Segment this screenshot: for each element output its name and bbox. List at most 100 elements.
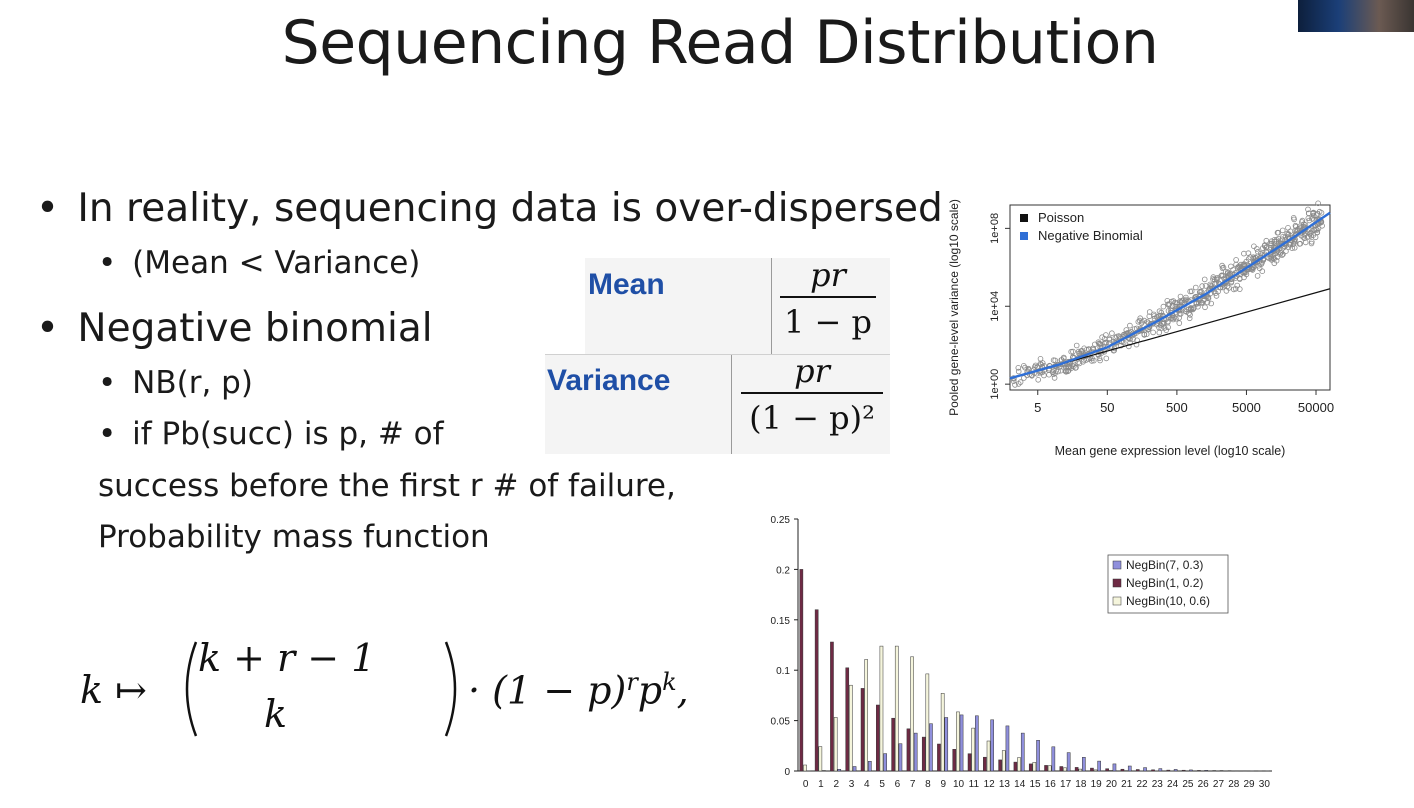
bar [986, 740, 991, 772]
bar [1082, 757, 1086, 772]
bar [940, 693, 945, 772]
gene-point [1058, 357, 1065, 363]
gene-point [1311, 226, 1317, 233]
bar [1105, 768, 1109, 772]
x-tick-label: 500 [1166, 400, 1188, 415]
bar [1063, 767, 1067, 772]
x-tick-label: 26 [1198, 779, 1210, 790]
y-tick-label: 0.25 [771, 515, 791, 526]
bullet-text: NB(r, p) [132, 365, 253, 401]
gene-point [1031, 364, 1038, 370]
bar [876, 704, 880, 772]
gene-point [1228, 279, 1235, 286]
gene-point [1177, 293, 1184, 300]
gene-point [1015, 365, 1022, 371]
mean-variance-table: Mean Variance pr 1 − p pr (1 − p)² [545, 256, 890, 454]
legend-box [1107, 554, 1229, 614]
bar [1005, 725, 1010, 772]
bar [1028, 763, 1033, 772]
bar [868, 761, 872, 772]
bar [925, 673, 930, 772]
x-tick-label: 22 [1136, 779, 1148, 790]
gene-point [1305, 210, 1312, 217]
x-tick-label: 11 [969, 779, 980, 790]
gene-point [1305, 206, 1311, 213]
bar [1078, 768, 1083, 772]
gene-point [1291, 245, 1298, 251]
gene-point [1193, 284, 1199, 291]
gene-point [1247, 254, 1254, 260]
bar [937, 743, 941, 772]
plot-frame [1009, 204, 1331, 391]
y-tick-label: 0.05 [771, 717, 791, 728]
legend-label: Negative Binomial [1038, 228, 1143, 243]
gene-point [1176, 320, 1183, 326]
bar [1173, 769, 1178, 772]
x-tick-label: 8 [925, 779, 931, 790]
webcam-thumbnail [1298, 0, 1414, 32]
gene-point [1259, 268, 1266, 274]
gene-point [1017, 379, 1024, 385]
x-tick-label: 2 [833, 779, 839, 790]
bullet-overdispersed: • In reality, sequencing data is over-di… [36, 186, 943, 231]
bullet-glyph: • [98, 365, 117, 401]
gene-point [1310, 232, 1317, 238]
mean-numerator: pr [810, 256, 846, 294]
gene-point [1160, 303, 1167, 310]
bar [799, 569, 804, 772]
x-tick-label: 17 [1060, 779, 1072, 790]
binomial-top: k + r − 1 [198, 636, 376, 680]
bar [1032, 762, 1037, 772]
x-tick-label: 1 [818, 779, 824, 790]
gene-point [1034, 364, 1041, 370]
gene-point [1255, 262, 1262, 269]
gene-point [1236, 276, 1243, 282]
x-tick-label: 30 [1259, 779, 1271, 790]
gene-point [1208, 300, 1215, 307]
gene-point [1218, 272, 1225, 279]
gene-point [1103, 355, 1110, 362]
gene-point [1114, 333, 1120, 340]
bar [822, 770, 826, 772]
bar [1143, 767, 1147, 772]
gene-point [1146, 313, 1153, 320]
bar [1059, 766, 1064, 772]
gene-point [1133, 341, 1140, 348]
gene-point [1015, 381, 1022, 387]
gene-point [1073, 342, 1080, 349]
gene-point [1037, 356, 1044, 362]
bar [1181, 769, 1186, 772]
gene-point [1205, 295, 1212, 302]
x-tick-label: 24 [1167, 779, 1179, 790]
gene-point [1076, 360, 1083, 367]
bar [1158, 768, 1163, 772]
variance-denominator: (1 − p)² [749, 399, 875, 437]
y-tick-label: 1e+04 [989, 291, 1001, 322]
sub-bullet-success-prob: • if Pb(succ) is p, # of [98, 416, 444, 452]
gene-point [1308, 232, 1314, 239]
x-tick-label: 23 [1152, 779, 1164, 790]
gene-point [1285, 224, 1291, 231]
negative-binomial-curve [1009, 211, 1331, 380]
gene-point [1078, 348, 1084, 354]
variance-fraction-bar [741, 392, 883, 394]
gene-point [1223, 288, 1230, 294]
gene-point [1010, 378, 1017, 384]
bar [921, 736, 926, 772]
y-tick-label: 0.1 [776, 666, 790, 677]
bar [952, 749, 957, 772]
gene-point [1254, 246, 1260, 252]
bar [864, 659, 868, 772]
gene-point [1173, 316, 1179, 322]
gene-point [1195, 300, 1202, 307]
bar [906, 728, 911, 772]
bar [1204, 770, 1209, 772]
scatter-plot: 5 50 500 5000 50000 1e+00 1e+04 1e+08 Mean gene … [947, 199, 1334, 458]
mean-fraction: pr 1 − p [780, 256, 876, 342]
legend-label: Poisson [1038, 210, 1084, 225]
gene-point [1213, 275, 1220, 282]
legend-swatch [1020, 214, 1028, 222]
mean-denominator: 1 − p [784, 303, 872, 341]
legend-swatch [1112, 560, 1122, 570]
gene-point [1158, 309, 1165, 316]
